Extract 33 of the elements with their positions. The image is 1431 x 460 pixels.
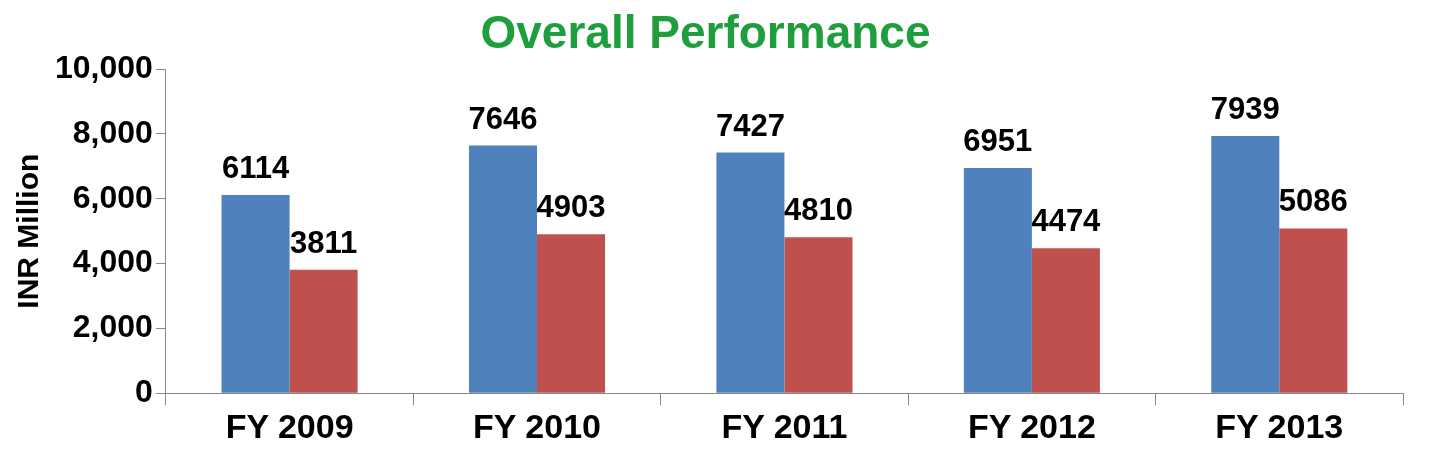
bar xyxy=(1279,228,1348,393)
x-tick-label: FY 2012 xyxy=(967,406,1096,445)
data-label: 4474 xyxy=(1031,203,1102,239)
bar xyxy=(289,269,358,393)
x-tick-label: FY 2013 xyxy=(1215,406,1344,445)
data-label: 3811 xyxy=(289,224,358,260)
bar xyxy=(784,237,853,393)
bar xyxy=(963,167,1032,393)
data-label: 5086 xyxy=(1278,183,1348,219)
bar xyxy=(1031,248,1100,393)
y-tick-label: 2,000 xyxy=(72,308,153,345)
data-label: 4810 xyxy=(783,192,853,228)
bar xyxy=(1211,135,1280,393)
data-label: 6114 xyxy=(221,150,290,186)
y-tick-label: 4,000 xyxy=(72,243,153,280)
y-tick-label: 0 xyxy=(135,373,153,410)
bar xyxy=(716,152,785,393)
bar xyxy=(468,145,538,393)
x-tick-label: FY 2010 xyxy=(473,406,601,445)
data-label: 6951 xyxy=(963,123,1033,159)
y-tick-label: 8,000 xyxy=(72,113,153,150)
y-tick-label: 10,000 xyxy=(55,49,153,86)
data-label: 7646 xyxy=(468,100,538,136)
data-label: 7939 xyxy=(1210,91,1280,127)
x-tick-label: FY 2009 xyxy=(225,406,354,445)
data-label: 4903 xyxy=(536,189,606,225)
x-tick-label: FY 2011 xyxy=(721,406,848,445)
data-label: 7427 xyxy=(715,107,785,143)
chart-title: Overall Performance xyxy=(480,6,931,59)
bar xyxy=(537,234,606,393)
y-axis-title: INR Million xyxy=(11,153,45,309)
bar xyxy=(221,195,290,393)
y-tick-label: 6,000 xyxy=(72,178,153,215)
